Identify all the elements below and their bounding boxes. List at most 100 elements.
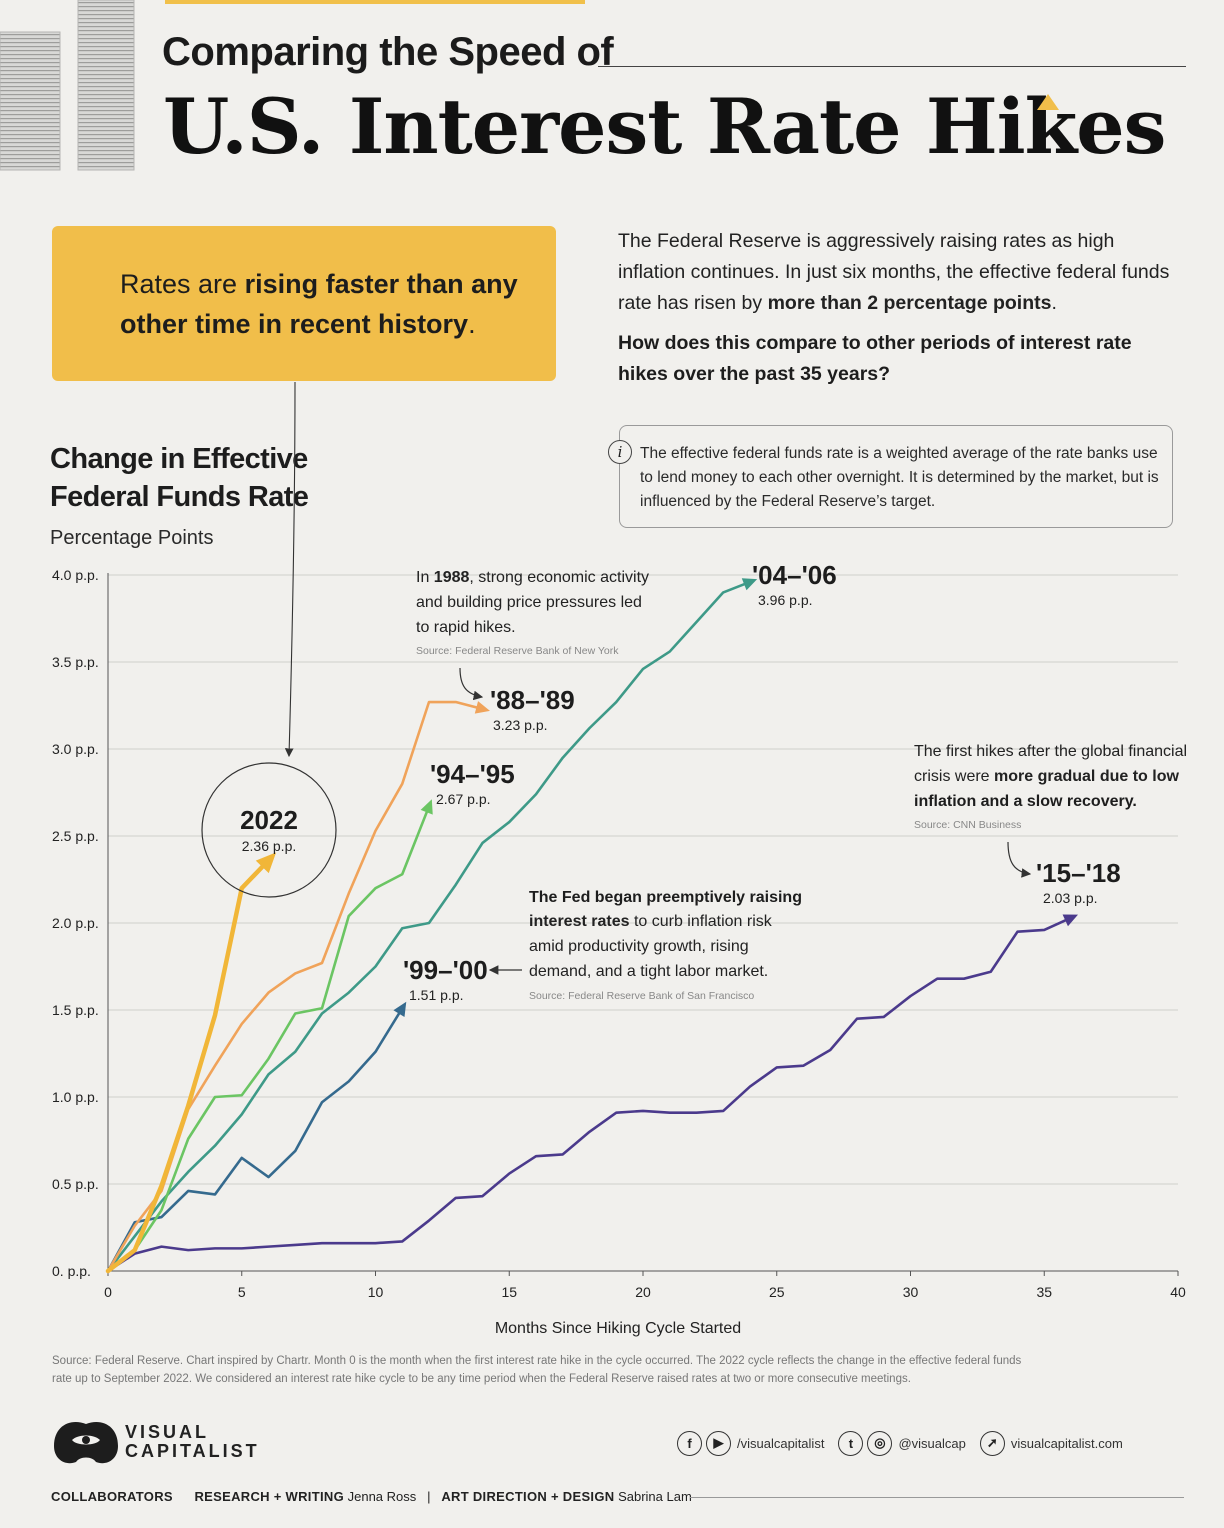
annotation-9900-line4: demand, and a tight labor market. xyxy=(529,963,768,980)
visual-capitalist-wordmark: VISUAL CAPITALIST xyxy=(125,1423,260,1461)
series-line xyxy=(106,916,1073,1273)
annotation-1988-pre: In xyxy=(416,569,434,586)
credits-heading: COLLABORATORS xyxy=(51,1489,173,1504)
y-tick-label: 3.0 p.p. xyxy=(52,741,99,757)
series-end-arrow xyxy=(741,578,758,591)
y-tick-label: 2.0 p.p. xyxy=(52,915,99,931)
series-value-8889: 3.23 p.p. xyxy=(493,717,548,733)
wordmark-line2: CAPITALIST xyxy=(125,1441,260,1461)
series-line xyxy=(106,580,752,1273)
page-title-text: U.S. Interest Rate Hikes xyxy=(163,82,1166,171)
instagram-icon[interactable]: ◎ xyxy=(867,1430,893,1456)
series-value-2022: 2.36 p.p. xyxy=(242,838,297,854)
x-tick-label: 30 xyxy=(903,1284,919,1300)
x-tick-label: 5 xyxy=(238,1284,246,1300)
y-tick-label: 0.5 p.p. xyxy=(52,1176,99,1192)
series-end-arrow xyxy=(420,799,433,815)
series-label-1518: '15–'18 xyxy=(1036,858,1121,888)
annotation-arrow-1518 xyxy=(1007,841,1032,878)
annotation-arrow-1988 xyxy=(459,667,484,701)
y-axis-ticks: 0. p.p. 0.5 p.p. 1.0 p.p. 1.5 p.p. 2.0 p.p. 2… xyxy=(52,567,99,1279)
x-tick-label: 35 xyxy=(1036,1284,1052,1300)
facebook-icon[interactable]: f xyxy=(677,1430,702,1456)
y-tick-label: 3.5 p.p. xyxy=(52,654,99,670)
y-tick-label: 2.5 p.p. xyxy=(52,828,99,844)
wordmark-line1: VISUAL xyxy=(125,1422,210,1442)
annotation-1988-line1: In 1988, strong economic activity xyxy=(416,569,649,586)
annotation-9900-line3: amid productivity growth, rising xyxy=(529,938,749,955)
x-tick-label: 20 xyxy=(635,1284,651,1300)
definition-box xyxy=(619,425,1173,528)
source-note-line2: rate up to September 2022. We considered… xyxy=(52,1373,911,1385)
series-label-8889: '88–'89 xyxy=(490,685,575,715)
credits-rule xyxy=(690,1497,1184,1498)
y-tick-label: 1.5 p.p. xyxy=(52,1002,99,1018)
callout-text-1: Rates are xyxy=(120,269,245,299)
annotation-1988-line3: to rapid hikes. xyxy=(416,619,516,636)
source-note-line1: Source: Federal Reserve. Chart inspired … xyxy=(52,1355,1022,1367)
intro-question: How does this compare to other periods o… xyxy=(618,332,1132,385)
design-name: Sabrina Lam xyxy=(618,1489,692,1504)
chart-series xyxy=(105,578,1079,1274)
annotation-1988-post: , strong economic activity xyxy=(469,569,649,586)
callout-bold-2: other time in recent history xyxy=(120,309,469,339)
annotation-1518-bold2: more gradual due to low xyxy=(994,768,1179,785)
page-subtitle: Comparing the Speed of xyxy=(162,30,614,74)
coin-stack-illustration xyxy=(0,0,135,171)
series-value-1518: 2.03 p.p. xyxy=(1043,890,1098,906)
x-tick-label: 25 xyxy=(769,1284,785,1300)
annotation-1518-pre2: crisis were xyxy=(914,768,994,785)
definition-text: The effective federal funds rate is a we… xyxy=(640,445,1159,510)
annotation-9900-source: Source: Federal Reserve Bank of San Fran… xyxy=(529,990,754,1002)
series-end-arrow xyxy=(255,852,277,874)
social-handle-twitter-instagram[interactable]: @visualcap xyxy=(898,1435,966,1451)
chart-title-line1: Change in Effective xyxy=(50,443,308,475)
credits-line: COLLABORATORS RESEARCH + WRITING Jenna R… xyxy=(51,1489,692,1504)
series-label-9495: '94–'95 xyxy=(430,759,515,789)
annotation-9900-line1: The Fed began preemptively raising xyxy=(529,889,802,906)
intro-text-bold: more than 2 percentage points xyxy=(767,292,1052,314)
x-tick-label: 0 xyxy=(104,1284,112,1300)
callout-bold-1: rising faster than any xyxy=(244,269,518,299)
youtube-icon[interactable]: ▶ xyxy=(706,1430,731,1456)
visual-capitalist-logo-icon xyxy=(54,1422,118,1464)
annotation-1518-line2: crisis were more gradual due to low xyxy=(914,768,1179,785)
intro-text-post: . xyxy=(1051,292,1057,314)
source-note: Source: Federal Reserve. Chart inspired … xyxy=(52,1352,1072,1388)
annotation-9900-post2: to curb inflation risk xyxy=(630,913,773,930)
cursor-icon[interactable]: ➚ xyxy=(979,1430,1005,1456)
series-label-0406: '04–'06 xyxy=(752,560,837,590)
title-accent-bar xyxy=(165,0,585,4)
design-label: ART DIRECTION + DESIGN xyxy=(441,1489,615,1504)
series-value-9495: 2.67 p.p. xyxy=(436,791,491,807)
series-line xyxy=(105,858,271,1274)
callout-text-2: . xyxy=(468,309,476,339)
y-tick-label: 1.0 p.p. xyxy=(52,1089,99,1105)
triangle-accent-icon xyxy=(1037,94,1059,110)
series-end-arrow xyxy=(474,701,490,714)
research-label: RESEARCH + WRITING xyxy=(194,1489,344,1504)
annotation-9900-bold2: interest rates xyxy=(529,913,630,930)
series-value-9900: 1.51 p.p. xyxy=(409,987,464,1003)
annotation-1988-bold: 1988 xyxy=(434,569,470,586)
y-tick-label: 0. p.p. xyxy=(52,1263,91,1279)
x-tick-label: 15 xyxy=(501,1284,517,1300)
intro-text-pre: The Federal Reserve is aggressively rais… xyxy=(618,230,1170,314)
annotation-9900-line2: interest rates to curb inflation risk xyxy=(529,913,773,930)
highlight-circle-2022 xyxy=(201,762,337,898)
website-link[interactable]: visualcapitalist.com xyxy=(1010,1435,1123,1451)
series-line xyxy=(106,1006,404,1273)
social-handle-facebook-youtube[interactable]: /visualcapitalist xyxy=(737,1435,825,1451)
series-value-0406: 3.96 p.p. xyxy=(758,592,813,608)
annotation-1988-source: Source: Federal Reserve Bank of New York xyxy=(416,645,619,657)
y-tick-label: 4.0 p.p. xyxy=(52,567,99,583)
research-name: Jenna Ross xyxy=(347,1489,417,1504)
twitter-icon[interactable]: t xyxy=(838,1430,864,1456)
chart-title: Change in Effective Federal Funds Rate xyxy=(50,440,310,516)
series-end-arrow xyxy=(393,1001,407,1018)
credits-separator: | xyxy=(427,1489,431,1504)
series-line xyxy=(106,805,431,1273)
annotation-1518-line1: The first hikes after the global financi… xyxy=(914,743,1187,760)
page-title: U.S. Interest Rate Hikes xyxy=(163,82,1166,171)
annotation-1518-line3: inflation and a slow recovery. xyxy=(914,793,1137,810)
